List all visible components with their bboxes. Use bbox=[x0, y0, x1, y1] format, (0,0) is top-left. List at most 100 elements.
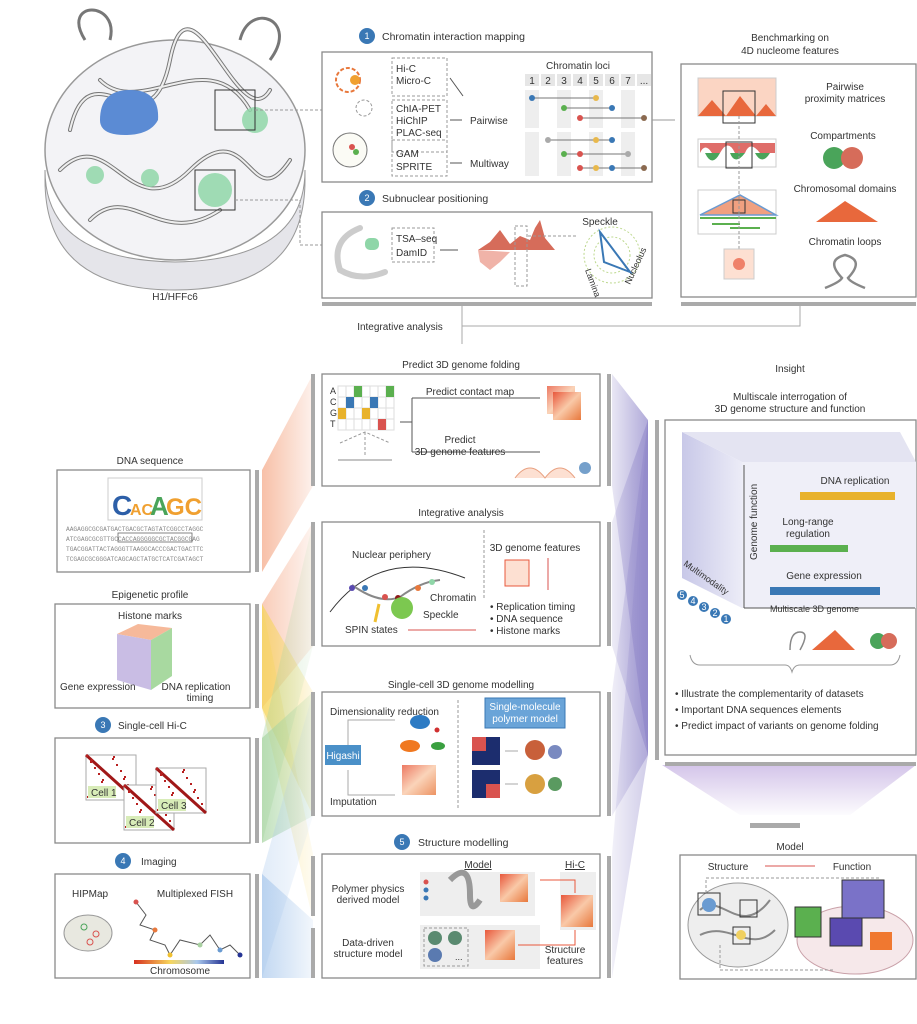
locus-label: 6 bbox=[609, 76, 615, 87]
svg-text:AC: AC bbox=[130, 502, 154, 519]
method-label: HiChIP bbox=[396, 116, 428, 127]
cell-label: Cell 1 bbox=[91, 788, 117, 799]
insight-panel: Insight Multiscale interrogation of 3D g… bbox=[655, 364, 917, 766]
cell-line-label: H1/HFFc6 bbox=[152, 292, 198, 303]
contact-dot bbox=[186, 777, 188, 779]
cell-label-bg bbox=[88, 786, 116, 798]
speckle-axis-label: Speckle bbox=[582, 217, 618, 228]
multiscale-axis-label: Multiscale 3D genome bbox=[770, 604, 859, 614]
locus-label: 5 bbox=[593, 76, 599, 87]
onehot-cell bbox=[361, 418, 371, 431]
onehot-cell bbox=[345, 407, 355, 420]
step-number: 4 bbox=[120, 856, 125, 866]
imputation-label: Imputation bbox=[330, 797, 377, 808]
section-subnuclear-positioning: 2 Subnuclear positioning TSA–seq DamID S… bbox=[321, 190, 653, 306]
locus-dot bbox=[593, 137, 599, 143]
contact-dot bbox=[154, 794, 156, 796]
method-label: GAM bbox=[396, 149, 419, 160]
locus-dot bbox=[593, 95, 599, 101]
step-number: 5 bbox=[399, 837, 404, 847]
locus-header bbox=[589, 74, 603, 86]
onehot-cell bbox=[353, 418, 363, 431]
onehot-active bbox=[370, 397, 378, 408]
method-label: TSA–seq bbox=[396, 234, 437, 245]
locus-header bbox=[573, 74, 587, 86]
onehot-cell bbox=[369, 418, 379, 431]
multiway-label: Multiway bbox=[470, 159, 509, 170]
contact-dot bbox=[102, 779, 104, 781]
contact-dot bbox=[136, 803, 138, 805]
contact-dot bbox=[120, 770, 122, 772]
locus-column bbox=[525, 132, 539, 176]
contact-dot bbox=[164, 780, 166, 782]
dna-sequence-line: TGACGGATTACTAGGGTTAAGGCACCCGACTGACTTC bbox=[66, 546, 204, 553]
insight-title: Insight bbox=[775, 364, 805, 375]
contact-dot bbox=[128, 791, 130, 793]
function-label: Function bbox=[833, 862, 871, 873]
onehot-active bbox=[378, 419, 386, 430]
panel-title: DNA sequence bbox=[117, 456, 184, 467]
modality-badge bbox=[699, 602, 709, 612]
nuclear-periphery-label: Nuclear periphery bbox=[352, 550, 431, 561]
onehot-cell bbox=[353, 407, 363, 420]
contact-dot bbox=[139, 811, 141, 813]
locus-dot bbox=[641, 165, 647, 171]
feature-bullet: • Histone marks bbox=[490, 626, 560, 637]
svg-text:A: A bbox=[150, 491, 169, 521]
long-range-label: regulation bbox=[786, 529, 830, 540]
locus-header bbox=[557, 74, 571, 86]
section-title: Chromatin interaction mapping bbox=[382, 31, 525, 43]
contact-dot bbox=[193, 791, 195, 793]
epigenetic-profile-panel: Epigenetic profile Histone marks Gene ex… bbox=[54, 590, 259, 709]
feature-label: proximity matrices bbox=[805, 94, 886, 105]
contact-dot bbox=[194, 789, 196, 791]
locus-header bbox=[541, 74, 555, 86]
method-label: SPRITE bbox=[396, 162, 432, 173]
locus-column bbox=[621, 90, 635, 128]
locus-header bbox=[525, 74, 539, 86]
locus-label: 4 bbox=[577, 76, 583, 87]
locus-header bbox=[637, 74, 651, 86]
onehot-cell bbox=[337, 396, 347, 409]
locus-dot bbox=[561, 151, 567, 157]
step-number: 1 bbox=[364, 31, 369, 41]
contact-dot bbox=[124, 785, 126, 787]
long-range-bar bbox=[770, 545, 848, 552]
gene-expression-label: Gene expression bbox=[60, 682, 136, 693]
contact-dot bbox=[169, 820, 171, 822]
onehot-active bbox=[338, 408, 346, 419]
motif-logo: C bbox=[112, 490, 132, 521]
insight-bullet: • Predict impact of variants on genome f… bbox=[675, 721, 879, 732]
contact-dot bbox=[129, 789, 131, 791]
panel-title: Imaging bbox=[141, 857, 177, 868]
modality-badge bbox=[721, 614, 731, 624]
base-label: A bbox=[330, 386, 336, 396]
contact-dot bbox=[132, 797, 134, 799]
data-driven-label: Data-driven bbox=[342, 938, 394, 949]
feature-label: Chromatin loops bbox=[809, 237, 882, 248]
contact-dot bbox=[116, 764, 118, 766]
contact-dot bbox=[98, 773, 100, 775]
contact-dot bbox=[91, 759, 93, 761]
method-label: DamID bbox=[396, 248, 427, 259]
contact-dot bbox=[168, 786, 170, 788]
contact-dot bbox=[101, 781, 103, 783]
contact-dot bbox=[182, 771, 184, 773]
onehot-active bbox=[362, 408, 370, 419]
integrative-connector bbox=[461, 306, 801, 327]
gene-expression-label: Gene expression bbox=[786, 571, 862, 582]
structure-features-label: features bbox=[547, 956, 583, 967]
cell-label-bg bbox=[158, 799, 186, 811]
contact-dot bbox=[112, 758, 114, 760]
feature-label: Compartments bbox=[810, 131, 876, 142]
spin-states-label: SPIN states bbox=[345, 625, 398, 636]
onehot-cell bbox=[337, 418, 347, 431]
locus-dot bbox=[625, 151, 631, 157]
locus-label: 1 bbox=[529, 76, 535, 87]
chromosome-label: Chromosome bbox=[150, 966, 210, 977]
method-label: PLAC-seq bbox=[396, 128, 442, 139]
single-cell-modelling-panel: Single-cell 3D genome modelling Dimensio… bbox=[311, 680, 611, 817]
locus-label: 2 bbox=[545, 76, 551, 87]
replication-timing-label: timing bbox=[187, 693, 214, 704]
